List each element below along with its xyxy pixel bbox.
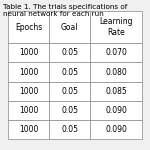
Text: Table 1. The trials specifications of neural network for each run: Table 1. The trials specifications of ne… (3, 4, 127, 18)
